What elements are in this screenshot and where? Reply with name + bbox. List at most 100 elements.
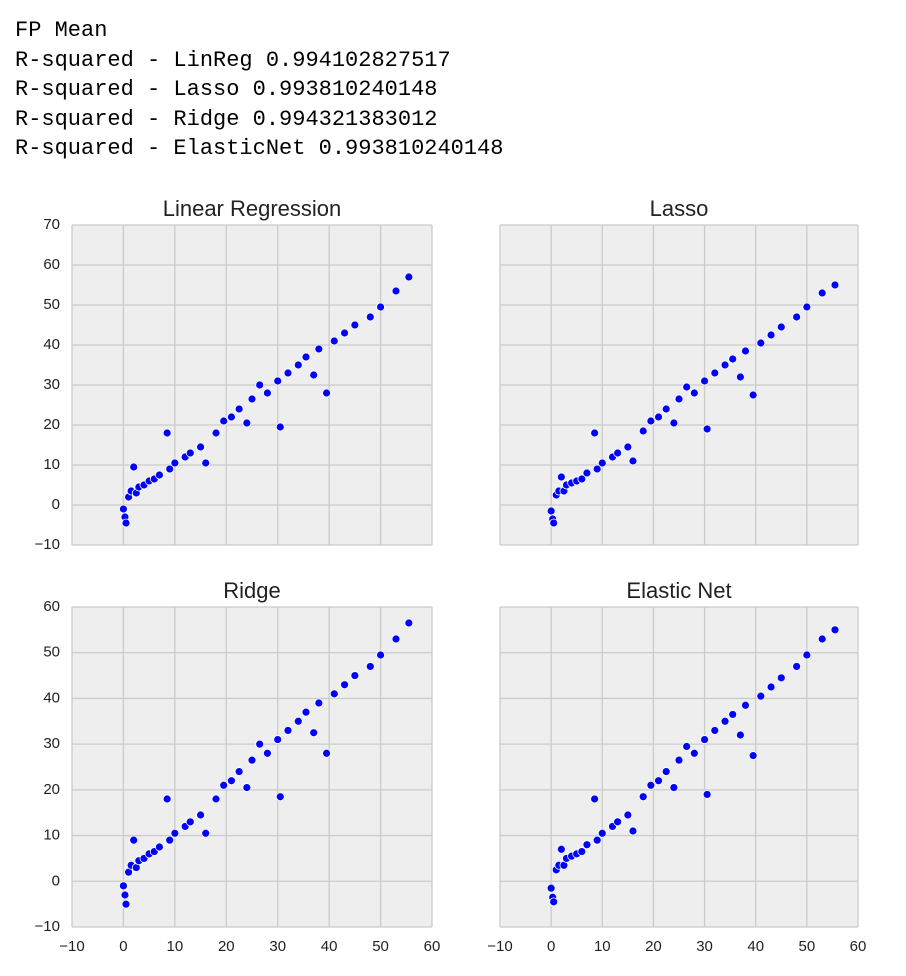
data-point — [293, 360, 303, 370]
data-point — [242, 783, 252, 792]
y-tick-label: −10 — [35, 918, 60, 935]
data-point — [185, 817, 195, 827]
data-point — [329, 336, 339, 346]
x-tick-label: 10 — [594, 938, 611, 955]
y-tick-label: 20 — [43, 781, 60, 798]
data-point — [728, 710, 738, 719]
data-point — [613, 448, 623, 458]
output-line: R-squared - Lasso 0.993810240148 — [15, 77, 437, 102]
x-tick-label: 40 — [747, 938, 764, 955]
data-point — [283, 726, 293, 735]
data-point — [623, 442, 633, 452]
data-point — [234, 404, 244, 414]
data-point — [546, 506, 556, 516]
data-point — [155, 842, 164, 852]
data-point — [404, 618, 414, 628]
data-point — [329, 689, 339, 699]
x-tick-label: 20 — [218, 938, 235, 955]
data-point — [340, 328, 349, 338]
data-point — [661, 404, 671, 414]
x-tick-label: 20 — [645, 938, 662, 955]
data-point — [830, 280, 840, 290]
data-point — [702, 790, 712, 799]
data-point — [219, 416, 229, 426]
data-point — [201, 828, 211, 838]
data-point — [776, 322, 786, 332]
data-point — [756, 691, 766, 701]
data-point — [628, 456, 638, 466]
data-point — [196, 810, 205, 820]
data-point — [255, 739, 265, 749]
data-point — [638, 426, 648, 436]
output-line: R-squared - Ridge 0.994321383012 — [15, 107, 437, 132]
data-point — [549, 518, 559, 528]
data-point — [234, 767, 244, 776]
data-point — [242, 418, 252, 428]
y-tick-label: 60 — [43, 256, 60, 273]
y-tick-label: 10 — [43, 827, 60, 844]
data-point — [119, 504, 128, 514]
data-point — [314, 344, 324, 354]
data-point — [165, 835, 175, 845]
data-point — [776, 673, 786, 683]
data-point — [227, 776, 236, 786]
data-point — [792, 662, 802, 671]
data-point — [741, 700, 750, 710]
data-point — [247, 755, 257, 765]
data-point — [597, 828, 607, 838]
data-point — [293, 716, 303, 726]
data-point — [283, 368, 293, 378]
y-tick-label: 0 — [52, 496, 60, 513]
data-point — [628, 826, 638, 836]
data-point — [322, 388, 331, 398]
data-point — [549, 897, 559, 907]
data-point — [340, 680, 349, 690]
data-point — [322, 748, 331, 758]
data-point — [227, 412, 236, 422]
data-point — [211, 794, 221, 804]
y-tick-label: 10 — [43, 456, 60, 473]
data-point — [741, 346, 750, 356]
chart-title: Linear Regression — [163, 196, 342, 221]
data-point — [301, 352, 311, 362]
data-point — [301, 707, 311, 717]
data-point — [830, 625, 840, 635]
data-point — [654, 776, 663, 786]
data-point — [165, 464, 175, 474]
y-tick-label: 30 — [43, 735, 60, 752]
data-point — [170, 828, 180, 838]
data-point — [365, 312, 375, 322]
data-point — [661, 767, 671, 776]
data-point — [766, 682, 776, 692]
data-point — [404, 272, 414, 282]
data-point — [247, 394, 257, 404]
y-tick-label: 40 — [43, 336, 60, 353]
data-point — [682, 742, 692, 751]
y-tick-label: 20 — [43, 416, 60, 433]
y-tick-label: −10 — [35, 536, 60, 553]
x-tick-label: 0 — [547, 938, 555, 955]
y-tick-label: 30 — [43, 376, 60, 393]
data-point — [597, 458, 607, 468]
y-tick-label: 70 — [43, 216, 60, 233]
x-tick-label: 50 — [372, 938, 389, 955]
data-point — [273, 735, 283, 744]
data-point — [582, 468, 592, 478]
data-point — [689, 388, 699, 398]
data-point — [376, 302, 385, 312]
data-point — [255, 380, 265, 390]
data-point — [700, 376, 709, 386]
data-point — [546, 883, 556, 893]
data-point — [162, 794, 172, 804]
data-point — [792, 312, 802, 322]
data-point — [275, 792, 285, 802]
data-point — [735, 372, 745, 382]
data-point — [201, 458, 211, 468]
data-point — [391, 286, 401, 296]
data-point — [766, 330, 776, 340]
data-point — [556, 472, 566, 482]
data-point — [196, 442, 205, 452]
data-point — [350, 671, 360, 680]
data-point — [590, 428, 600, 438]
y-tick-label: 0 — [52, 872, 60, 889]
